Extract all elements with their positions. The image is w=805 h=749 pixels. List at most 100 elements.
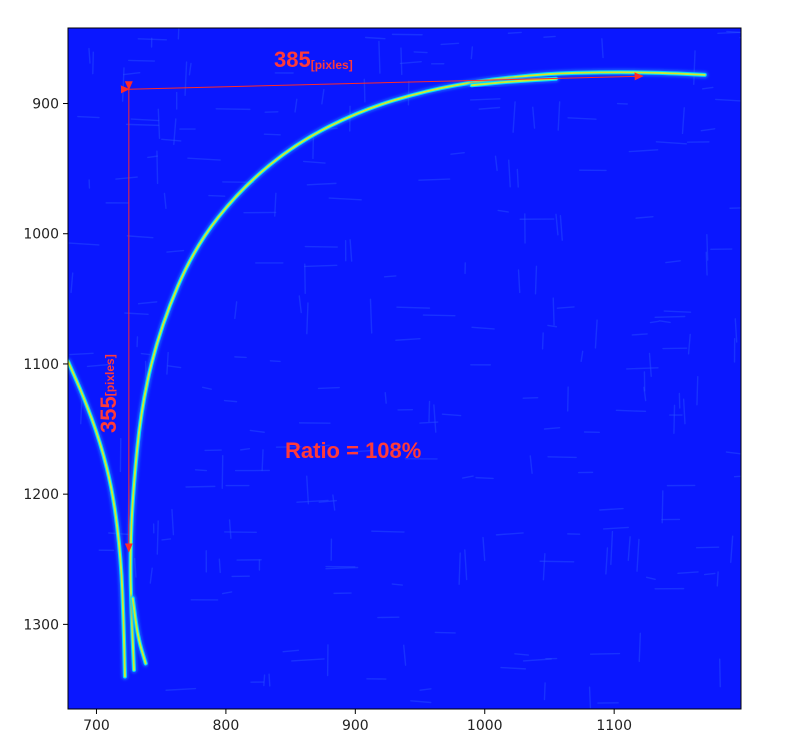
plot-frame: [67, 27, 742, 710]
y-tick-label: 1300: [23, 617, 59, 633]
x-axis: 700 800 900 1000 1100: [83, 709, 632, 734]
texture-fiber: [419, 688, 432, 691]
texture-fiber: [311, 444, 330, 448]
texture-fiber: [542, 553, 546, 581]
texture-fiber: [318, 499, 337, 503]
texture-fiber: [294, 98, 298, 113]
texture-fiber: [602, 526, 629, 530]
texture-fiber: [306, 302, 309, 335]
ridge-1-layer-3: [68, 360, 126, 677]
texture-fiber: [705, 251, 708, 276]
texture-fiber: [378, 40, 381, 74]
texture-fiber: [702, 86, 714, 90]
texture-fiber: [403, 644, 407, 666]
texture-fiber: [458, 552, 461, 585]
texture-fiber: [522, 396, 539, 399]
ratio-label: Ratio = 108%: [285, 438, 421, 463]
texture-fiber: [450, 152, 465, 155]
texture-fiber: [638, 632, 642, 662]
texture-fiber: [517, 269, 521, 294]
texture-fiber: [137, 38, 168, 41]
texture-fiber: [706, 234, 709, 261]
texture-fiber: [328, 197, 362, 201]
texture-fiber: [130, 118, 160, 122]
vertical-measure-label: 355[pixles]: [96, 354, 121, 433]
texture-fiber: [495, 532, 524, 536]
texture-fiber: [384, 392, 387, 404]
texture-fiber: [68, 242, 100, 246]
texture-fiber: [396, 306, 431, 309]
texture-fiber: [589, 652, 621, 655]
y-tick-label: 1000: [23, 227, 59, 243]
texture-fiber: [306, 475, 310, 505]
texture-fiber: [539, 560, 575, 563]
texture-fiber: [555, 213, 559, 236]
background-texture: [68, 28, 741, 709]
texture-fiber: [221, 591, 233, 595]
texture-fiber: [648, 352, 652, 377]
texture-fiber: [325, 566, 359, 570]
texture-fiber: [543, 427, 561, 430]
texture-fiber: [507, 31, 522, 34]
texture-fiber: [413, 51, 428, 54]
texture-fiber: [249, 429, 265, 433]
texture-fiber: [261, 449, 264, 472]
texture-fiber: [552, 297, 555, 326]
texture-fiber: [240, 448, 251, 451]
texture-fiber: [274, 192, 277, 217]
texture-fiber: [127, 59, 156, 62]
vertical-measure-unit: [pixles]: [103, 354, 117, 396]
texture-fiber: [400, 47, 403, 76]
texture-fiber: [371, 530, 405, 533]
y-tick-label: 1200: [23, 487, 59, 503]
texture-fiber: [461, 475, 474, 479]
texture-fiber: [303, 264, 338, 268]
texture-fiber: [69, 352, 94, 356]
texture-fiber: [441, 413, 462, 417]
texture-fiber: [263, 674, 266, 687]
texture-fiber: [92, 51, 95, 75]
texture-fiber: [663, 310, 692, 313]
texture-fiber: [605, 547, 609, 575]
texture-fiber: [332, 494, 336, 511]
x-tick-label: 700: [83, 718, 110, 734]
texture-fiber: [440, 42, 460, 46]
texture-fiber: [514, 653, 530, 656]
texture-fiber: [615, 409, 647, 413]
texture-fiber: [601, 38, 604, 59]
texture-fiber: [428, 400, 431, 423]
texture-fiber: [166, 351, 169, 375]
texture-fiber: [470, 46, 474, 60]
texture-fiber: [482, 536, 486, 562]
texture-fiber: [500, 666, 527, 670]
texture-fiber: [166, 249, 185, 253]
texture-fiber: [185, 485, 216, 488]
texture-fiber: [383, 275, 397, 278]
texture-fiber: [645, 576, 656, 580]
texture-fiber: [418, 178, 451, 181]
texture-fiber: [567, 117, 597, 120]
plot-area: [68, 28, 741, 709]
texture-fiber: [268, 673, 271, 687]
texture-fiber: [658, 320, 671, 324]
texture-fiber: [433, 404, 437, 433]
texture-fiber: [715, 98, 741, 102]
texture-fiber: [469, 98, 501, 101]
texture-fiber: [163, 192, 167, 210]
texture-fiber: [478, 106, 501, 110]
y-tick-label: 900: [32, 97, 59, 113]
texture-fiber: [173, 118, 177, 146]
texture-fiber: [156, 150, 159, 185]
x-tick-label: 900: [342, 718, 369, 734]
texture-fiber: [695, 546, 720, 549]
texture-fiber: [733, 475, 741, 478]
texture-fiber: [161, 538, 172, 541]
texture-fiber: [556, 306, 575, 309]
texture-fiber: [636, 538, 640, 572]
texture-fiber: [719, 658, 721, 688]
texture-fiber: [627, 536, 631, 561]
texture-fiber: [351, 449, 373, 453]
texture-fiber: [263, 133, 281, 136]
texture-fiber: [661, 490, 664, 524]
